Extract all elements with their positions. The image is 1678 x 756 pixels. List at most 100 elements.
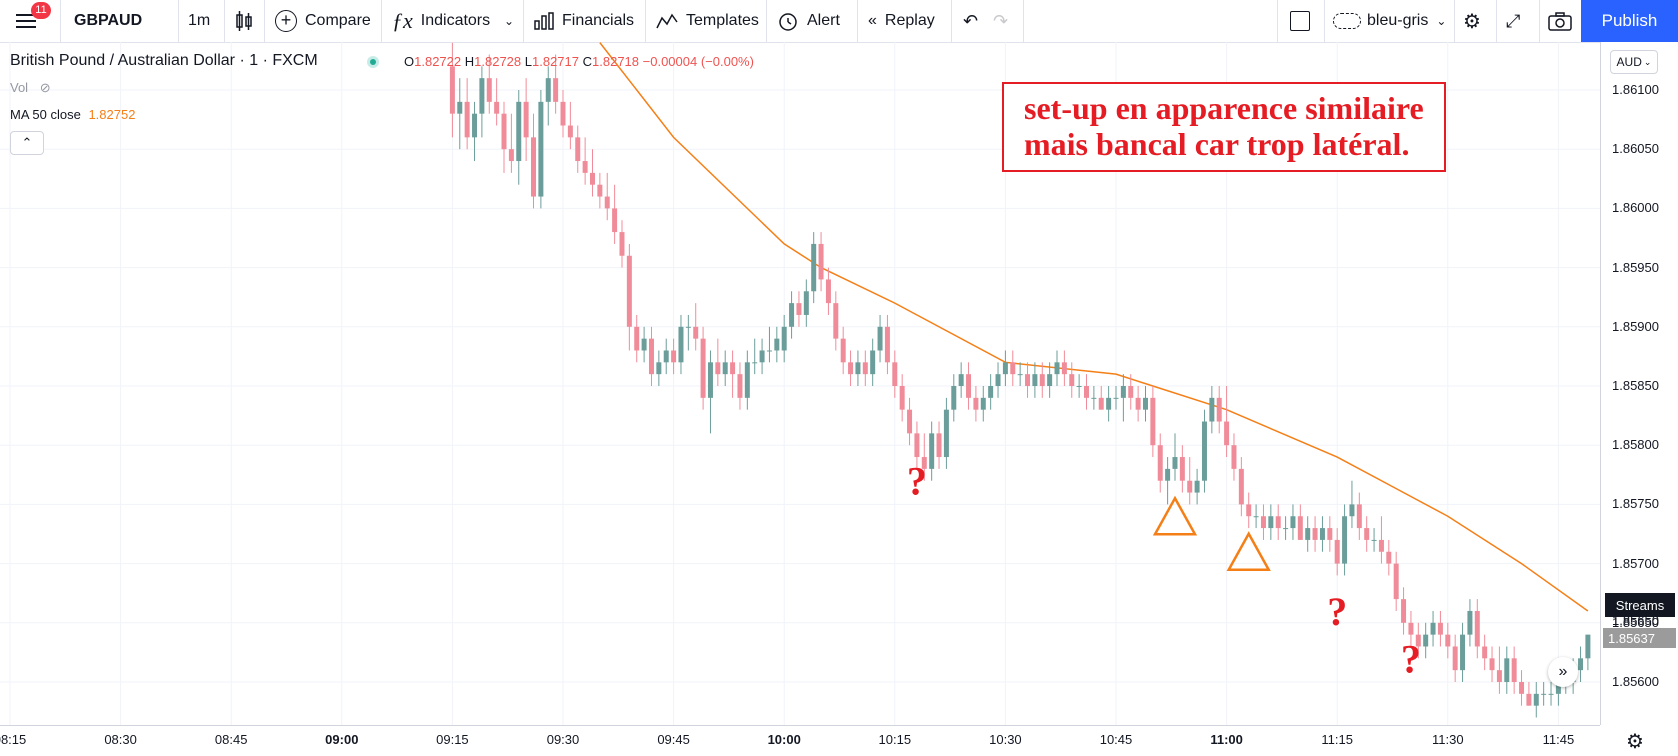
- candle-body: [1393, 563, 1399, 600]
- candle-body: [1290, 516, 1296, 529]
- candle: [1135, 386, 1141, 422]
- candle: [1172, 433, 1178, 481]
- o-value: 1.82722: [414, 54, 462, 69]
- candle: [1386, 539, 1392, 576]
- gear-icon[interactable]: ⚙: [1463, 10, 1481, 33]
- templates-button[interactable]: Templates: [656, 0, 759, 42]
- publish-button[interactable]: Publish: [1581, 0, 1678, 42]
- chevron-up-icon: ⌃: [21, 135, 33, 150]
- candles-icon: [236, 11, 252, 31]
- candle-body: [1010, 362, 1016, 375]
- candle-body: [833, 303, 839, 339]
- candle: [1548, 682, 1554, 706]
- alert-button[interactable]: Alert: [777, 0, 840, 42]
- streams-button[interactable]: Streams: [1605, 593, 1675, 617]
- annotation-box[interactable]: set-up en apparence similaire mais banca…: [1002, 82, 1446, 172]
- annotation-line-2: mais bancal car trop latéral.: [1024, 126, 1410, 162]
- candle-body: [1401, 599, 1407, 623]
- candle: [1371, 528, 1377, 552]
- symbol-search[interactable]: GBPAUD: [74, 12, 143, 29]
- chart-type-button[interactable]: [236, 0, 252, 42]
- menu-button[interactable]: [16, 0, 38, 42]
- volume-legend[interactable]: Vol ⊘: [10, 80, 51, 96]
- candle: [1061, 350, 1067, 386]
- candle-body: [1378, 539, 1384, 552]
- rewind-icon: «: [868, 12, 877, 29]
- candle-body: [936, 433, 942, 458]
- candle-body: [1047, 374, 1053, 386]
- candle-body: [1423, 634, 1429, 647]
- chart-canvas[interactable]: ???: [0, 42, 1600, 725]
- candle-body: [1342, 516, 1348, 564]
- candle: [523, 78, 529, 162]
- snapshot-button[interactable]: [1548, 0, 1572, 42]
- candle: [862, 350, 868, 386]
- candle-body: [693, 326, 699, 339]
- candle-body: [1061, 362, 1067, 375]
- expand-icon[interactable]: ⤢: [1506, 10, 1521, 31]
- compare-button[interactable]: + Compare: [275, 0, 371, 42]
- ma-value: 1.82752: [88, 107, 136, 122]
- annotation-line-1: set-up en apparence similaire: [1024, 90, 1424, 126]
- replay-button[interactable]: « Replay: [868, 0, 935, 42]
- interval-button[interactable]: 1m: [188, 12, 211, 29]
- compare-label: Compare: [305, 12, 371, 29]
- redo-icon[interactable]: ↷: [993, 10, 1009, 31]
- candle-body: [449, 66, 455, 114]
- candle-body: [501, 113, 507, 150]
- indicators-dropdown-icon[interactable]: ⌄: [504, 14, 515, 28]
- time-tick: 11:15: [1321, 732, 1353, 747]
- candle: [1541, 682, 1547, 706]
- candle: [744, 350, 750, 410]
- candle: [973, 386, 979, 422]
- candle: [840, 326, 846, 375]
- candle: [678, 314, 684, 375]
- candle-body: [597, 184, 603, 197]
- candle-body: [1452, 646, 1458, 671]
- candle-body: [1165, 468, 1171, 481]
- layout-button[interactable]: bleu-gris ⌄: [1333, 0, 1446, 42]
- candle-body: [1305, 528, 1311, 540]
- l-label: L: [524, 54, 532, 69]
- candle-body: [1113, 397, 1119, 399]
- candle-body: [1415, 634, 1421, 647]
- candle-body: [730, 362, 736, 375]
- candle-body: [1142, 397, 1148, 410]
- candle-body: [1585, 634, 1591, 659]
- candle: [1334, 528, 1340, 576]
- candle-body: [1275, 516, 1281, 529]
- candle-body: [914, 433, 920, 458]
- replay-label: Replay: [884, 12, 935, 29]
- chart-settings-button[interactable]: ⚙: [1626, 729, 1644, 754]
- h-value: 1.82728: [474, 54, 522, 69]
- eye-off-icon[interactable]: ⊘: [39, 80, 51, 95]
- collapse-legend-button[interactable]: ⌃: [10, 131, 44, 155]
- candle-body: [1120, 386, 1126, 398]
- time-tick: 11:45: [1542, 732, 1575, 747]
- candle-body: [1319, 528, 1325, 540]
- candle: [1327, 516, 1333, 552]
- financials-label: Financials: [562, 12, 635, 29]
- indicators-button[interactable]: ƒx Indicators: [392, 0, 490, 42]
- candle: [1017, 362, 1023, 386]
- candle: [1482, 634, 1488, 671]
- price-tick: 1.85850: [1612, 378, 1659, 393]
- price-tick: 1.85800: [1612, 437, 1659, 453]
- financials-button[interactable]: Financials: [534, 0, 634, 42]
- currency-button[interactable]: AUD ⌄: [1610, 50, 1658, 74]
- ma-legend[interactable]: MA 50 close 1.82752: [10, 107, 135, 122]
- time-tick: 10:00: [767, 732, 801, 747]
- candle: [612, 184, 618, 244]
- candle: [1504, 646, 1510, 694]
- fullscreen-layout-button[interactable]: [1290, 0, 1310, 42]
- candle-body: [1364, 528, 1370, 540]
- time-axis[interactable]: [0, 725, 1600, 756]
- undo-icon[interactable]: ↶: [963, 10, 979, 31]
- candle: [848, 350, 854, 386]
- triangle-marker: [1226, 531, 1271, 572]
- scroll-to-realtime-button[interactable]: »: [1548, 657, 1578, 687]
- candle: [1533, 682, 1539, 718]
- candle-body: [1187, 480, 1193, 493]
- camera-icon: [1548, 12, 1572, 31]
- candle-body: [494, 101, 500, 114]
